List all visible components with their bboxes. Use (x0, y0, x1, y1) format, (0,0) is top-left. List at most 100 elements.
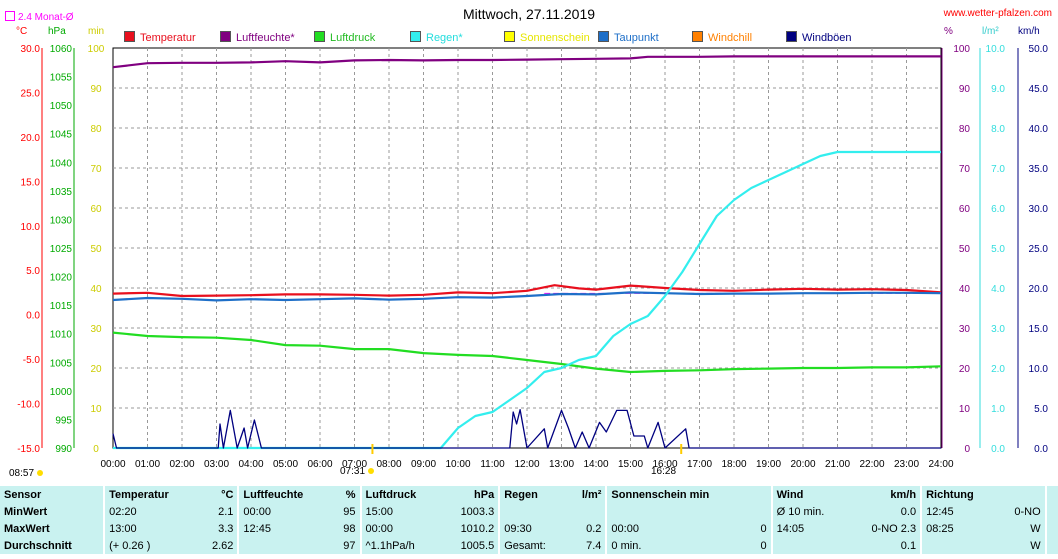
humidity-line (112, 55, 941, 69)
wind_kmh-tick-label: 5.0 (1034, 404, 1048, 415)
temperature_c-tick-label: -5.0 (23, 355, 41, 366)
sunrise-time: 07:31 (340, 466, 375, 477)
humidity_pct-tick-label: 30 (959, 324, 971, 335)
sunshine_min-tick-label: 0 (93, 444, 99, 455)
wind_kmh-tick-label: 20.0 (1029, 284, 1049, 295)
pressure_hpa-tick-label: 1050 (50, 101, 73, 112)
rain_lm2-tick-label: 9.0 (991, 84, 1005, 95)
x-tick-label: 05:00 (273, 459, 298, 470)
legend-swatch-icon (410, 31, 421, 42)
pressure_hpa-tick-label: 1015 (50, 301, 73, 312)
rain_lm2-tick-label: 2.0 (991, 364, 1005, 375)
wind_kmh-tick-label: 45.0 (1029, 84, 1049, 95)
legend-swatch-icon (220, 31, 231, 42)
legend-luftdruck: Luftdruck (314, 31, 375, 45)
chart-series (112, 55, 942, 454)
site-link[interactable]: www.wetter-pfalzen.com (943, 8, 1052, 19)
x-tick-label: 11:00 (480, 459, 505, 470)
x-tick-label: 21:00 (825, 459, 850, 470)
wind-gust-line (112, 408, 941, 449)
x-tick-label: 08:00 (376, 459, 401, 470)
rain_lm2-tick-label: 6.0 (991, 204, 1005, 215)
legend-swatch-icon (692, 31, 703, 42)
x-tick-label: 18:00 (721, 459, 746, 470)
humidity_pct-tick-label: 40 (959, 284, 971, 295)
pressure_hpa-tick-label: 1020 (50, 273, 73, 284)
humidity_pct-tick-label: 10 (959, 404, 971, 415)
rain_lm2-tick-label: 3.0 (991, 324, 1005, 335)
wind_kmh-tick-label: 40.0 (1029, 124, 1049, 135)
humidity_pct-tick-label: 90 (959, 84, 971, 95)
wind_kmh-tick-label: 10.0 (1029, 364, 1049, 375)
x-tick-label: 04:00 (238, 459, 263, 470)
humidity_pct-tick-label: 0 (964, 444, 970, 455)
x-tick-label: 15:00 (618, 459, 643, 470)
unit-celsius: °C (16, 26, 28, 37)
temperature_c-tick-label: 15.0 (21, 177, 41, 188)
pressure_hpa-tick-label: 1025 (50, 244, 73, 255)
stats-row-min: MinWert 02:20 2.1 00:00 95 15:00 1003.3 … (0, 503, 1058, 520)
humidity_pct-tick-label: 60 (959, 204, 971, 215)
humidity_pct-tick-label: 20 (959, 364, 971, 375)
temperature_c-tick-label: 30.0 (21, 44, 41, 55)
temperature_c-tick-label: 5.0 (26, 266, 40, 277)
unit-rain: l/m² (982, 26, 999, 37)
temperature_c-tick-label: -15.0 (17, 444, 40, 455)
wind_kmh-tick-label: 50.0 (1029, 44, 1049, 55)
legend-taupunkt: Taupunkt (598, 31, 659, 45)
humidity_pct-tick-label: 70 (959, 164, 971, 175)
x-tick-label: 09:00 (411, 459, 436, 470)
x-tick-label: 03:00 (204, 459, 229, 470)
legend-swatch-icon (314, 31, 325, 42)
sunshine_min-tick-label: 30 (90, 324, 102, 335)
sunshine_min-tick-label: 20 (90, 364, 102, 375)
stats-header-row: Sensor Temperatur °C Luftfeuchte % Luftd… (0, 486, 1058, 503)
chart-grid (112, 47, 942, 449)
pressure_hpa-tick-label: 1000 (50, 387, 73, 398)
humidity_pct-tick-label: 100 (953, 44, 970, 55)
pressure_hpa-tick-label: 990 (55, 444, 72, 455)
sunshine_min-tick-label: 90 (90, 84, 102, 95)
pressure-line (112, 331, 942, 374)
stats-row-average: Durchschnitt (+ 0.26 ) 2.62 97 ^1.1hPa/h… (0, 537, 1058, 554)
monthly-average-label: 2.4 Monat-Ø (18, 12, 74, 23)
wind_kmh-tick-label: 0.0 (1034, 444, 1048, 455)
legend-luftfeuchte: Luftfeuchte* (220, 31, 295, 45)
x-tick-label: 10:00 (445, 459, 470, 470)
wind_kmh-tick-label: 15.0 (1029, 324, 1049, 335)
sunshine_min-tick-label: 70 (90, 164, 102, 175)
unit-wind: km/h (1018, 26, 1040, 37)
average-swatch-icon (5, 11, 15, 21)
sun-icon (37, 470, 44, 476)
humidity_pct-tick-label: 50 (959, 244, 971, 255)
legend-sonnenschein: Sonnenschein (504, 31, 590, 45)
legend-temperatur: Temperatur (124, 31, 196, 45)
unit-hpa: hPa (48, 26, 66, 37)
chart-title: Mittwoch, 27.11.2019 (462, 6, 596, 22)
pressure_hpa-tick-label: 1035 (50, 187, 73, 198)
stats-row-max: MaxWert 13:00 3.3 12:45 98 00:00 1010.2 … (0, 520, 1058, 537)
sun-icon (368, 468, 375, 474)
pressure_hpa-tick-label: 1045 (50, 130, 73, 141)
statistics-table: Sensor Temperatur °C Luftfeuchte % Luftd… (0, 486, 1058, 554)
sunshine_min-tick-label: 100 (88, 44, 105, 55)
legend-swatch-icon (786, 31, 797, 42)
rain_lm2-tick-label: 1.0 (991, 404, 1005, 415)
rain_lm2-tick-label: 8.0 (991, 124, 1005, 135)
pressure_hpa-tick-label: 1040 (50, 158, 73, 169)
x-axis-ticks: 00:00 01:00 02:00 03:00 04:00 05:00 06:00 07:00… (100, 459, 953, 470)
x-tick-label: 17:00 (687, 459, 712, 470)
dewpoint-line (112, 291, 942, 302)
x-tick-label: 16:00 (652, 459, 677, 470)
monthly-average-legend: 2.4 Monat-Ø (5, 11, 74, 23)
sunshine-time: 08:57 (9, 468, 44, 479)
pressure_hpa-tick-label: 1055 (50, 73, 73, 84)
x-tick-label: 14:00 (583, 459, 608, 470)
rain_lm2-tick-label: 10.0 (986, 44, 1006, 55)
chart-axes: 30.0 25.0 20.0 15.0 10.0 5.0 0.0 -5.0 -10.0 -15.0… (17, 44, 1048, 455)
temperature_c-tick-label: 10.0 (21, 222, 41, 233)
rain_lm2-tick-label: 7.0 (991, 164, 1005, 175)
x-tick-label: 22:00 (859, 459, 884, 470)
legend-windboeen: Windböen (786, 31, 852, 45)
wind_kmh-tick-label: 30.0 (1029, 204, 1049, 215)
